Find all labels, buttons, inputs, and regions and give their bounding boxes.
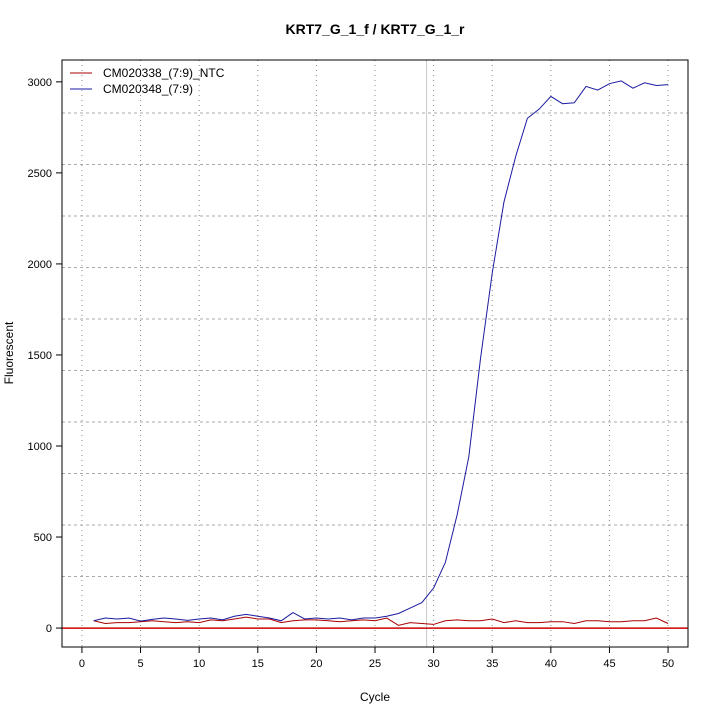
x-axis: 0 5 10 15 20 25 30 35 40 45 50: [79, 646, 674, 670]
series-lines: [93, 80, 669, 626]
y-tick-label: 1000: [28, 441, 52, 453]
x-tick-label: 10: [193, 658, 205, 670]
y-tick-label: 2000: [28, 259, 52, 271]
x-axis-label: Cycle: [360, 690, 390, 704]
x-tick-label: 40: [545, 658, 557, 670]
grid: [62, 60, 688, 647]
x-tick-label: 45: [603, 658, 615, 670]
x-tick-label: 50: [662, 658, 674, 670]
y-tick-label: 500: [34, 532, 52, 544]
y-tick-label: 2500: [28, 168, 52, 180]
x-tick-label: 20: [310, 658, 322, 670]
x-tick-label: 5: [137, 658, 143, 670]
legend: CM020338_(7:9)_NTC CM020348_(7:9): [70, 66, 225, 96]
x-tick-label: 15: [252, 658, 264, 670]
x-tick-label: 25: [369, 658, 381, 670]
plot-frame: [61, 59, 689, 648]
y-axis-label: Fluorescent: [2, 321, 16, 384]
y-axis: 0 500 1000 1500 2000 2500 3000: [28, 77, 62, 635]
legend-label: CM020338_(7:9)_NTC: [103, 66, 225, 80]
series-line: [93, 616, 669, 626]
x-tick-label: 30: [427, 658, 439, 670]
chart-title: KRT7_G_1_f / KRT7_G_1_r: [286, 21, 466, 37]
series-line: [93, 80, 669, 622]
x-tick-label: 0: [79, 658, 85, 670]
y-tick-label: 1500: [28, 350, 52, 362]
legend-label: CM020348_(7:9): [103, 82, 193, 96]
y-tick-label: 3000: [28, 77, 52, 89]
y-tick-label: 0: [46, 623, 52, 635]
x-tick-label: 35: [486, 658, 498, 670]
